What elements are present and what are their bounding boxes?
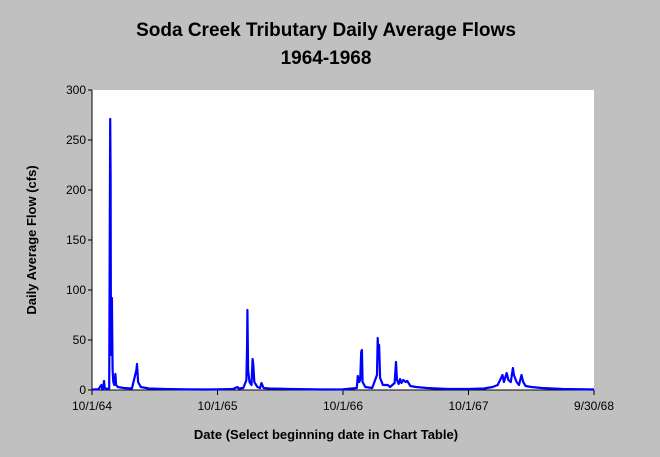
y-tick-label: 100 <box>66 283 86 297</box>
x-tick-label: 10/1/64 <box>72 399 112 413</box>
plot-area <box>92 90 594 390</box>
y-tick-label: 150 <box>66 233 86 247</box>
series-line-flow <box>91 117 595 391</box>
x-axis-label: Date (Select beginning date in Chart Tab… <box>194 427 458 442</box>
y-axis-ticks: 0 50 100 150 200 250 300 <box>66 83 92 397</box>
x-tick-label: 10/1/67 <box>448 399 488 413</box>
x-tick-label: 10/1/65 <box>197 399 237 413</box>
chart-title: Soda Creek Tributary Daily Average Flows <box>136 20 516 41</box>
y-tick-label: 250 <box>66 133 86 147</box>
y-tick-label: 0 <box>79 383 86 397</box>
y-tick-label: 200 <box>66 183 86 197</box>
x-axis-ticks: 10/1/64 10/1/65 10/1/66 10/1/67 9/30/68 <box>72 390 614 413</box>
x-tick-label: 9/30/68 <box>574 399 614 413</box>
x-tick-label: 10/1/66 <box>323 399 363 413</box>
chart-subtitle: 1964-1968 <box>281 48 372 69</box>
y-axis-label: Daily Average Flow (cfs) <box>24 165 39 314</box>
y-tick-label: 300 <box>66 83 86 97</box>
y-tick-label: 50 <box>73 333 87 347</box>
